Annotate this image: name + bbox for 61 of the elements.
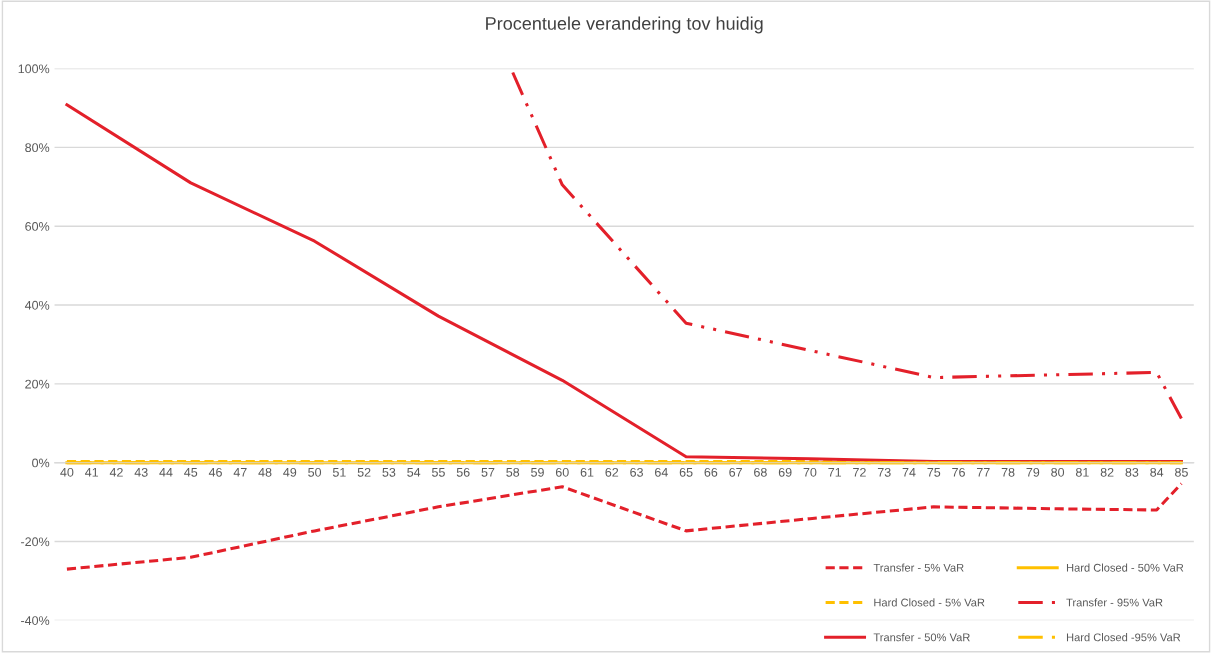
x-tick-label: 75	[927, 468, 941, 477]
x-tick-label: 80	[1051, 467, 1065, 477]
x-tick-label: 52	[357, 467, 371, 477]
x-tick-label: 44	[159, 468, 173, 477]
x-tick-label: 50	[308, 467, 322, 477]
x-tick-label: 83	[1125, 467, 1139, 477]
x-tick-label: 79	[1026, 467, 1040, 477]
y-tick-label: 60%	[25, 222, 50, 231]
legend-label: Hard Closed - 5% VaR	[874, 598, 985, 607]
x-tick-label: 62	[605, 467, 619, 477]
x-tick-label: 81	[1075, 467, 1089, 477]
x-tick-label: 73	[877, 467, 891, 477]
x-tick-label: 56	[456, 467, 470, 477]
x-tick-label: 42	[109, 467, 123, 477]
x-tick-label: 71	[828, 468, 842, 477]
x-tick-label: 40	[60, 467, 74, 477]
x-tick-label: 72	[853, 467, 866, 477]
x-tick-label: 57	[481, 468, 495, 477]
x-tick-label: 82	[1100, 467, 1114, 477]
x-tick-label: 85	[1175, 467, 1188, 477]
y-tick-label: 100%	[18, 64, 50, 74]
x-tick-label: 76	[952, 467, 965, 477]
x-tick-label: 41	[85, 468, 99, 477]
x-tick-label: 59	[531, 467, 544, 477]
legend-label: Transfer - 95% VaR	[1066, 598, 1163, 607]
x-tick-label: 60	[555, 467, 569, 477]
x-tick-label: 66	[704, 467, 718, 477]
x-tick-label: 47	[233, 468, 247, 477]
x-tick-label: 54	[407, 468, 421, 477]
x-tick-label: 68	[754, 467, 767, 477]
x-tick-label: 49	[283, 467, 297, 477]
legend-label: Hard Closed - 50% VaR	[1066, 563, 1184, 572]
x-tick-label: 70	[803, 467, 817, 477]
x-tick-label: 78	[1001, 467, 1015, 477]
chart-title: Procentuele verandering tov huidig	[486, 16, 763, 34]
x-tick-label: 65	[679, 467, 693, 477]
x-tick-label: 43	[134, 467, 148, 477]
x-tick-label: 67	[729, 467, 742, 477]
y-tick-label: 40%	[24, 300, 50, 310]
x-tick-label: 84	[1150, 467, 1164, 477]
y-tick-label: 80%	[25, 143, 50, 153]
x-tick-label: 74	[902, 468, 916, 477]
legend-label: Transfer - 50% VaR	[873, 633, 970, 642]
y-tick-label: 20%	[25, 379, 50, 389]
x-tick-label: 69	[778, 467, 792, 477]
x-tick-label: 64	[655, 467, 668, 477]
x-tick-label: 45	[184, 468, 198, 477]
x-tick-label: 48	[258, 467, 272, 477]
x-tick-label: 53	[382, 467, 396, 477]
y-tick-label: 0%	[32, 458, 50, 468]
legend-label: Transfer - 5% VaR	[873, 563, 964, 572]
x-tick-label: 51	[332, 468, 346, 477]
x-tick-label: 63	[630, 467, 643, 477]
legend-label: Hard Closed -95% VaR	[1066, 633, 1181, 642]
x-tick-label: 55	[431, 468, 445, 477]
y-tick-label: -20%	[21, 537, 50, 547]
x-tick-label: 77	[976, 468, 990, 477]
x-tick-label: 58	[506, 467, 520, 477]
x-tick-label: 46	[208, 467, 222, 477]
x-tick-label: 61	[580, 467, 594, 477]
y-tick-label: -40%	[21, 616, 50, 625]
